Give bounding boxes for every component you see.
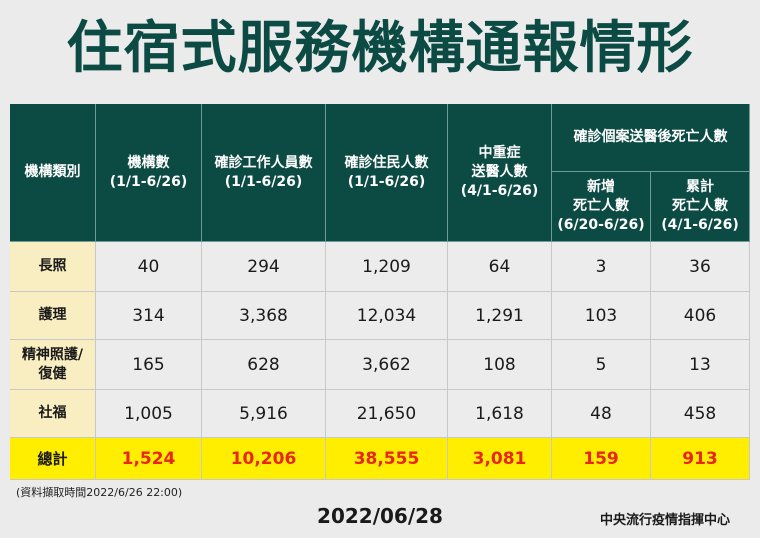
row-label: 長照 bbox=[10, 242, 96, 292]
data-timestamp-note: (資料擷取時間2022/6/26 22:00) bbox=[16, 486, 183, 499]
table-cell: 103 bbox=[552, 292, 651, 340]
table-cell: 3,662 bbox=[326, 340, 448, 390]
header-new-deaths: 新增 死亡人數 (6/20-6/26) bbox=[552, 172, 651, 242]
table-cell: 1,618 bbox=[448, 390, 552, 438]
table-cell: 628 bbox=[202, 340, 326, 390]
total-cell: 159 bbox=[552, 438, 651, 480]
table-cell: 406 bbox=[651, 292, 750, 340]
total-label: 總計 bbox=[10, 438, 96, 480]
release-date: 2022/06/28 bbox=[317, 504, 443, 528]
header-severe: 中重症 送醫人數 (4/1-6/26) bbox=[448, 104, 552, 242]
table-cell: 458 bbox=[651, 390, 750, 438]
header-cum-deaths: 累計 死亡人數 (4/1-6/26) bbox=[651, 172, 750, 242]
table-cell: 165 bbox=[96, 340, 202, 390]
row-label: 精神照護/ 復健 bbox=[10, 340, 96, 390]
report-table: 機構類別 機構數 (1/1-6/26) 確診工作人員數 (1/1-6/26) 確… bbox=[10, 104, 750, 480]
header-institutions: 機構數 (1/1-6/26) bbox=[96, 104, 202, 242]
table-cell: 3 bbox=[552, 242, 651, 292]
header-deaths-group: 確診個案送醫後死亡人數 bbox=[552, 104, 750, 172]
total-cell: 3,081 bbox=[448, 438, 552, 480]
row-label: 護理 bbox=[10, 292, 96, 340]
table-cell: 40 bbox=[96, 242, 202, 292]
table-cell: 3,368 bbox=[202, 292, 326, 340]
row-label: 社福 bbox=[10, 390, 96, 438]
table-cell: 1,291 bbox=[448, 292, 552, 340]
table-cell: 48 bbox=[552, 390, 651, 438]
table-cell: 108 bbox=[448, 340, 552, 390]
table-cell: 21,650 bbox=[326, 390, 448, 438]
total-cell: 913 bbox=[651, 438, 750, 480]
table-cell: 1,209 bbox=[326, 242, 448, 292]
table-cell: 64 bbox=[448, 242, 552, 292]
table-cell: 13 bbox=[651, 340, 750, 390]
table-cell: 5,916 bbox=[202, 390, 326, 438]
table-cell: 36 bbox=[651, 242, 750, 292]
table-cell: 12,034 bbox=[326, 292, 448, 340]
organization-name: 中央流行疫情指揮中心 bbox=[599, 513, 730, 528]
total-cell: 1,524 bbox=[96, 438, 202, 480]
table-cell: 294 bbox=[202, 242, 326, 292]
table-cell: 5 bbox=[552, 340, 651, 390]
total-cell: 38,555 bbox=[326, 438, 448, 480]
header-category: 機構類別 bbox=[10, 104, 96, 242]
page-title: 住宿式服務機構通報情形 bbox=[66, 16, 694, 81]
header-staff-cases: 確診工作人員數 (1/1-6/26) bbox=[202, 104, 326, 242]
table-cell: 1,005 bbox=[96, 390, 202, 438]
header-resident-cases: 確診住民人數 (1/1-6/26) bbox=[326, 104, 448, 242]
total-cell: 10,206 bbox=[202, 438, 326, 480]
table-cell: 314 bbox=[96, 292, 202, 340]
